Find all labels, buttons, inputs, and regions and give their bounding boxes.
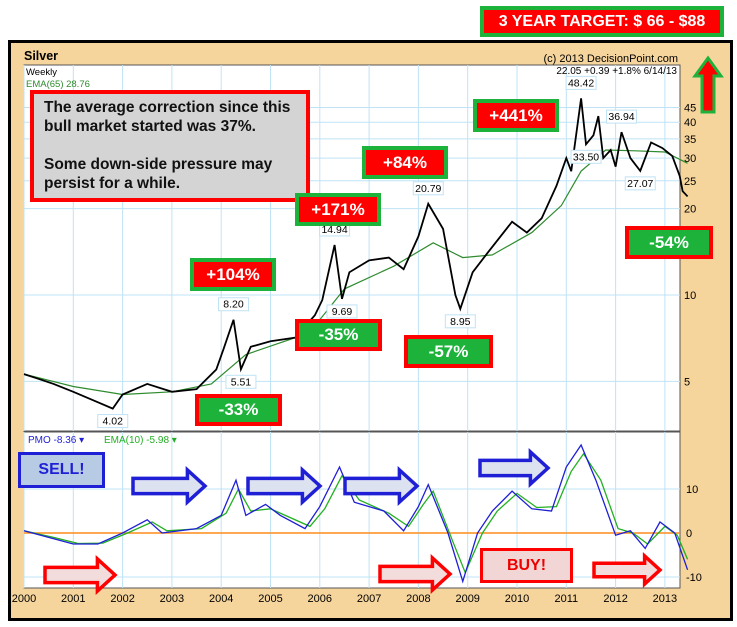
y-tick-label: 45 xyxy=(684,103,696,115)
x-tick-label: 2011 xyxy=(554,593,578,605)
y-tick-label: 5 xyxy=(684,376,690,388)
point-label-bg xyxy=(412,181,444,196)
pmo-tick-label: -10 xyxy=(686,572,702,584)
blue-arrow-icon xyxy=(131,466,208,506)
blue-arrow-icon xyxy=(478,448,551,488)
pmo-tick-label: 0 xyxy=(686,528,692,540)
y-tick-label: 25 xyxy=(684,176,696,188)
move-label: +171% xyxy=(295,193,381,226)
point-label-bg xyxy=(606,109,638,124)
point-label: 8.20 xyxy=(223,299,244,311)
point-label-bg xyxy=(97,414,129,429)
y-tick-label: 30 xyxy=(684,153,696,165)
ema-legend: EMA(65) 28.76 xyxy=(26,79,90,90)
note-box: The average correction since this bull m… xyxy=(30,90,310,202)
x-tick-label: 2007 xyxy=(357,593,381,605)
x-tick-label: 2008 xyxy=(406,593,430,605)
move-label: -57% xyxy=(404,335,493,368)
point-label: 14.94 xyxy=(321,224,347,236)
x-tick-label: 2005 xyxy=(258,593,282,605)
point-label-bg xyxy=(624,176,656,191)
x-tick-label: 2004 xyxy=(209,593,233,605)
move-label: +84% xyxy=(362,146,448,179)
point-label-bg xyxy=(444,314,476,329)
point-label: 20.79 xyxy=(415,183,441,195)
red-arrow-icon xyxy=(43,555,118,595)
x-tick-label: 2009 xyxy=(455,593,479,605)
point-label-bg xyxy=(570,149,602,164)
point-label: 33.50 xyxy=(573,151,599,163)
x-tick-label: 2003 xyxy=(160,593,184,605)
price-line xyxy=(23,98,689,410)
point-label-bg xyxy=(218,297,250,312)
quote-line: 22.05 +0.39 +1.8% 6/14/13 xyxy=(556,66,677,77)
pmo-ema-line xyxy=(23,452,689,575)
pmo-line xyxy=(23,443,689,584)
point-label: 4.02 xyxy=(103,416,124,428)
point-label: 9.69 xyxy=(332,306,353,318)
red-arrow-icon xyxy=(378,554,453,594)
blue-arrow-icon xyxy=(343,466,420,506)
pmo-tick-label: 10 xyxy=(686,484,698,496)
y-tick-label: 35 xyxy=(684,134,696,146)
pmo-legend: PMO -8.36 ▾ xyxy=(28,435,84,446)
sell-signal: SELL! xyxy=(18,452,105,488)
y-tick-label: 20 xyxy=(684,204,696,216)
buy-signal: BUY! xyxy=(480,548,573,583)
x-tick-label: 2002 xyxy=(110,593,134,605)
y-tick-label: 10 xyxy=(684,290,696,302)
point-label: 8.95 xyxy=(450,316,471,328)
x-tick-label: 2000 xyxy=(12,593,36,605)
chart-subtitle: Weekly xyxy=(26,67,57,78)
move-label: -35% xyxy=(295,319,382,351)
point-label-bg xyxy=(565,75,597,90)
point-label: 36.94 xyxy=(608,111,634,123)
x-tick-label: 2012 xyxy=(603,593,627,605)
move-label: -54% xyxy=(625,226,713,259)
point-label-bg xyxy=(326,304,358,319)
move-label: -33% xyxy=(195,394,282,426)
x-tick-label: 2013 xyxy=(653,593,677,605)
copyright: (c) 2013 DecisionPoint.com xyxy=(543,53,678,65)
note-line2: Some down-side pressure may persist for … xyxy=(44,156,273,192)
x-tick-label: 2010 xyxy=(505,593,529,605)
up-arrow-icon xyxy=(692,55,724,114)
move-label: +104% xyxy=(190,258,276,291)
chart-title: Silver xyxy=(24,49,58,63)
point-label-bg xyxy=(225,374,257,389)
blue-arrow-icon xyxy=(246,466,323,506)
red-arrow-icon xyxy=(592,552,663,588)
y-tick-label: 40 xyxy=(684,117,696,129)
x-tick-label: 2006 xyxy=(308,593,332,605)
pmo-ema-legend: EMA(10) -5.98 ▾ xyxy=(104,435,177,446)
move-label: +441% xyxy=(473,99,559,132)
note-line1: The average correction since this bull m… xyxy=(44,99,291,135)
point-label: 27.07 xyxy=(627,178,653,190)
point-label: 5.51 xyxy=(231,376,252,388)
target-banner: 3 YEAR TARGET: $ 66 - $88 xyxy=(480,6,724,37)
x-tick-label: 2001 xyxy=(61,593,85,605)
point-label: 48.42 xyxy=(568,77,594,89)
